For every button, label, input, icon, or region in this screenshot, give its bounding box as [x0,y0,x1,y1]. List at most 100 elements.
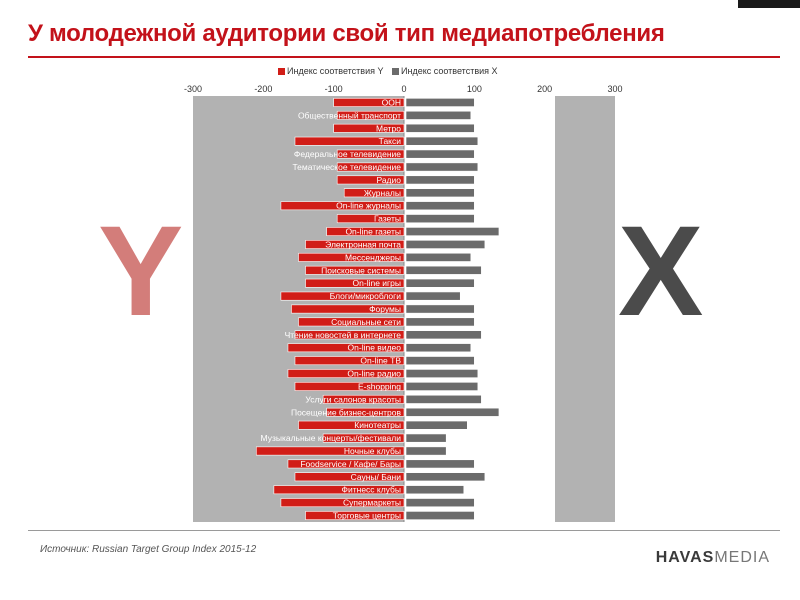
x-tick-label: -100 [325,84,343,94]
bar-y [343,188,405,198]
bar-x [405,317,475,327]
generation-x-letter: X [618,200,704,343]
bar-x [405,498,475,508]
bar-y [273,485,405,495]
legend-label-y: Индекс соответствия Y [287,66,384,76]
category-label: Супермаркеты [343,498,401,508]
bar-y [291,304,405,314]
bar-x [405,394,482,404]
bar-x [405,446,447,456]
bar-y [294,356,405,366]
bar-y [298,317,405,327]
category-label: Общественный транспорт [298,110,401,120]
category-label: On-line игры [353,278,401,288]
bar-x [405,382,479,391]
bar-y [280,201,405,211]
category-label: Газеты [374,214,401,224]
bar-y [280,291,405,301]
category-label: Сауны/ Бани [351,472,402,482]
bar-x [405,214,475,224]
category-label: Услуги салонов красоты [305,394,401,404]
bar-y [322,433,405,443]
bar-x [405,472,486,482]
legend-swatch-x [392,68,400,76]
category-label: Радио [376,175,401,185]
x-tick-label: 300 [607,84,622,94]
category-label: Торговые центры [333,511,401,521]
x-tick-label: -200 [254,84,272,94]
bar-y [294,382,405,391]
category-label: Музыкальные концерты/фестивали [261,433,402,443]
bar-x [405,162,479,172]
chart-legend: Индекс соответствия Y Индекс соответстви… [278,66,504,76]
x-tick-label: -300 [184,84,202,94]
bar-y [305,511,405,520]
category-label: Чтение новостей в интернете [285,330,402,340]
category-label: Фитнесс клубы [342,485,401,495]
bar-y [336,149,405,159]
bar-x [405,369,479,378]
category-label: Метро [376,123,401,133]
category-label: Федеральное телевидение [294,149,401,159]
category-label: Журналы [364,188,401,198]
title-underline [28,56,780,58]
bar-x [405,123,475,133]
bar-y [287,459,405,469]
bar-y [333,123,405,133]
category-label: Кинотеатры [354,420,401,430]
page-title: У молодежной аудитории свой тип медиапот… [28,20,665,47]
bar-x [405,98,475,107]
bar-y [255,446,405,456]
bar-x [405,227,500,236]
category-label: On-line ТВ [360,356,401,366]
bar-y [298,252,405,262]
category-label: Форумы [369,304,401,314]
category-label: Электронная почта [325,239,401,249]
bar-y [294,330,405,340]
bar-x [405,511,475,520]
bar-x [405,201,475,211]
category-label: Тематическое телевидение [292,162,401,172]
category-label: Посещение бизнес-центров [291,407,402,417]
bar-y [294,472,405,482]
x-tick-label: 200 [537,84,552,94]
category-label: ООН [382,97,401,107]
bar-x [405,433,447,443]
havas-media-logo: HAVASMEDIA [656,549,770,567]
bar-x [405,278,475,288]
category-label: On-line журналы [336,201,401,211]
category-label: On-line газеты [345,227,401,237]
bar-y [287,369,405,378]
bar-y [280,498,405,508]
bar-x [405,149,475,159]
category-label: On-line радио [347,369,401,379]
bar-y [294,136,405,146]
bar-y [287,343,405,353]
bar-x [405,175,475,185]
legend-item-x: Индекс соответствия X [392,66,498,76]
bar-x [405,459,475,469]
bar-x [405,252,472,262]
bar-y [305,265,405,275]
bar-x [405,136,479,146]
bar-x [405,110,472,120]
footer-divider [28,530,780,531]
brand-sub: MEDIA [714,549,770,566]
bar-y [305,278,405,288]
x-tick-label: 0 [401,84,406,94]
bar-y [326,407,405,417]
category-label: E-shopping [358,381,401,391]
bar-x [405,240,486,249]
bar-y [326,227,405,236]
bar-x [405,343,472,353]
bar-y [298,420,405,430]
brand-main: HAVAS [655,549,715,566]
category-label: Ночные клубы [344,446,401,456]
bar-x [405,420,468,430]
category-label: Поисковые системы [321,265,401,275]
bar-y [336,214,405,224]
category-label: Мессенджеры [345,252,401,262]
corner-decoration [738,0,800,8]
bar-x [405,291,461,301]
bar-x [405,265,482,275]
